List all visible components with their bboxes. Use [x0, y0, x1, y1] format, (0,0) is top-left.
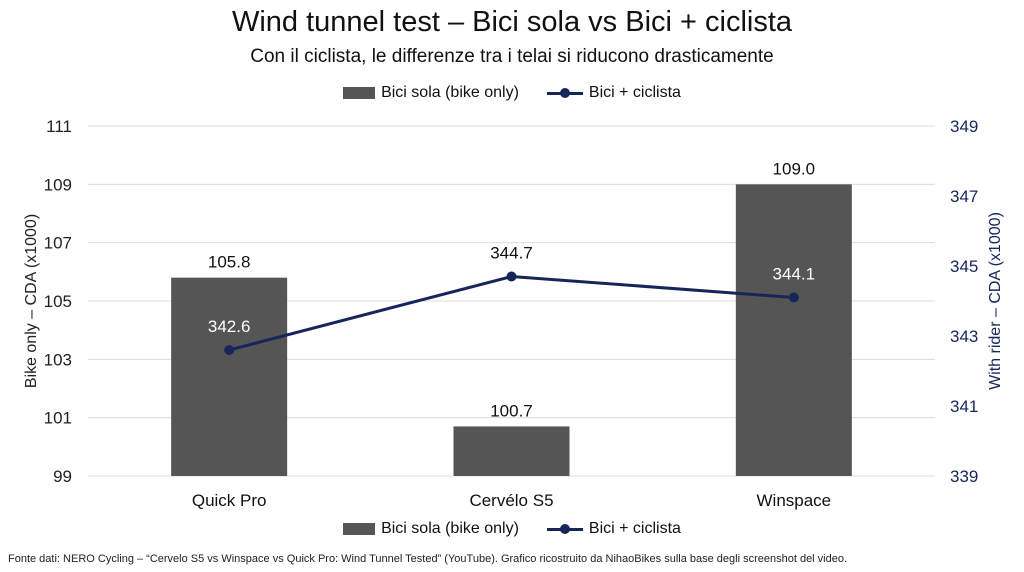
legend-line-label: Bici + ciclista: [588, 84, 681, 101]
legend-item-line-bottom: Bici + ciclista: [546, 520, 681, 538]
y-left-tick-label: 109: [44, 175, 72, 194]
x-category-label: Quick Pro: [192, 491, 267, 510]
x-category-label: Cervélo S5: [469, 491, 553, 510]
line-value-label: 344.1: [773, 265, 816, 284]
y-left-axis-title: Bike only – CDA (x1000): [23, 214, 40, 388]
bar-value-label: 109.0: [773, 159, 816, 178]
y-left-tick-label: 111: [46, 117, 72, 136]
y-left-tick-label: 103: [44, 350, 72, 369]
line-value-label: 344.7: [490, 244, 533, 263]
bar: [453, 426, 570, 476]
legend-top: Bici sola (bike only) Bici + ciclista: [0, 84, 1024, 102]
y-left-tick-label: 105: [44, 292, 72, 311]
legend-line-swatch-bottom: [546, 522, 583, 536]
y-right-tick-label: 343: [950, 327, 978, 346]
y-left-tick-label: 101: [44, 409, 72, 428]
y-right-tick-label: 345: [950, 257, 978, 276]
y-left-tick-label: 107: [44, 234, 72, 253]
legend-bar-label: Bici sola (bike only): [381, 84, 519, 101]
chart-subtitle: Con il ciclista, le differenze tra i tel…: [250, 46, 774, 67]
x-category-label: Winspace: [757, 491, 832, 510]
legend-bar-swatch-bottom: [343, 523, 376, 535]
y-left-tick-label: 99: [53, 467, 72, 486]
bar-value-label: 100.7: [490, 401, 533, 420]
line-point: [506, 271, 517, 282]
bar: [171, 277, 288, 476]
legend-item-bar: Bici sola (bike only): [343, 84, 519, 102]
chart-title: Wind tunnel test – Bici sola vs Bici + c…: [231, 6, 793, 38]
line-point: [788, 292, 799, 303]
source-note: Fonte dati: NERO Cycling – “Cervelo S5 v…: [8, 553, 848, 565]
line-point: [224, 345, 235, 355]
y-right-tick-label: 349: [950, 117, 978, 136]
line-series: [228, 274, 794, 352]
y-right-tick-label: 339: [950, 467, 978, 486]
legend-bar-label-bottom: Bici sola (bike only): [381, 520, 519, 537]
legend-bar-swatch: [343, 87, 376, 99]
y-right-tick-label: 347: [950, 187, 978, 206]
legend-item-line: Bici + ciclista: [546, 84, 681, 102]
legend-line-swatch: [546, 86, 583, 100]
bar-value-label: 105.8: [208, 253, 251, 272]
y-right-axis-title: With rider – CDA (x1000): [987, 212, 1004, 390]
legend-line-label-bottom: Bici + ciclista: [588, 520, 681, 537]
legend-bottom: Bici sola (bike only) Bici + ciclista: [0, 520, 1024, 538]
bar: [735, 184, 852, 477]
line-value-label: 342.6: [208, 317, 251, 336]
legend-item-bar-bottom: Bici sola (bike only): [343, 520, 519, 538]
y-right-tick-label: 341: [950, 397, 978, 416]
